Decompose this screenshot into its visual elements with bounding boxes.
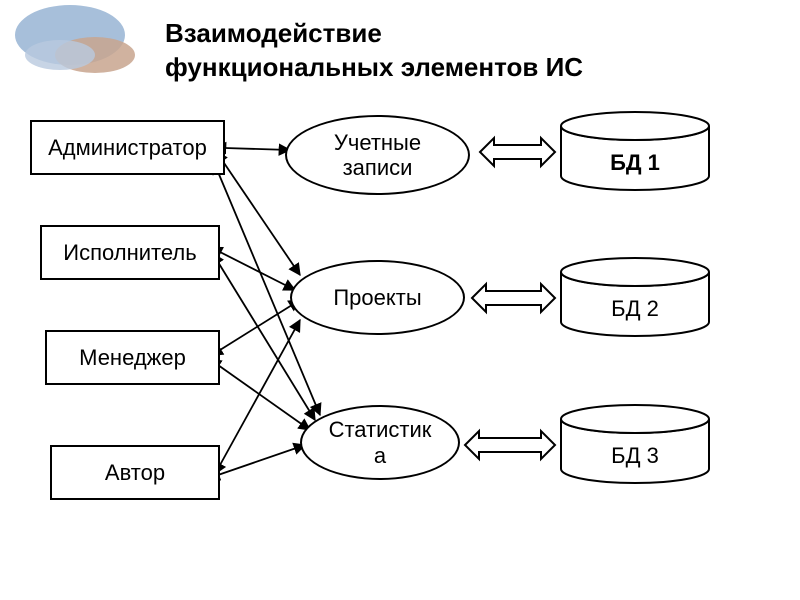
nodes-layer: Администратор Исполнитель Менеджер Автор Уче… bbox=[0, 0, 800, 600]
rect-node-performer: Исполнитель bbox=[40, 225, 220, 280]
cylinder-db2: БД 2 bbox=[560, 258, 710, 338]
cylinder-db1: БД 1 bbox=[560, 112, 710, 192]
rect-node-manager: Менеджер bbox=[45, 330, 220, 385]
ellipse-node-stats: Статистик а bbox=[300, 405, 460, 480]
cylinder-db3: БД 3 bbox=[560, 405, 710, 485]
ellipse-node-projects: Проекты bbox=[290, 260, 465, 335]
cylinder-label-db1: БД 1 bbox=[560, 150, 710, 176]
rect-node-admin: Администратор bbox=[30, 120, 225, 175]
cylinder-label-db2: БД 2 bbox=[560, 296, 710, 322]
cylinder-label-db3: БД 3 bbox=[560, 443, 710, 469]
rect-node-author: Автор bbox=[50, 445, 220, 500]
diagram-canvas: { "type": "flowchart", "background_color… bbox=[0, 0, 800, 600]
ellipse-node-accounts: Учетные записи bbox=[285, 115, 470, 195]
